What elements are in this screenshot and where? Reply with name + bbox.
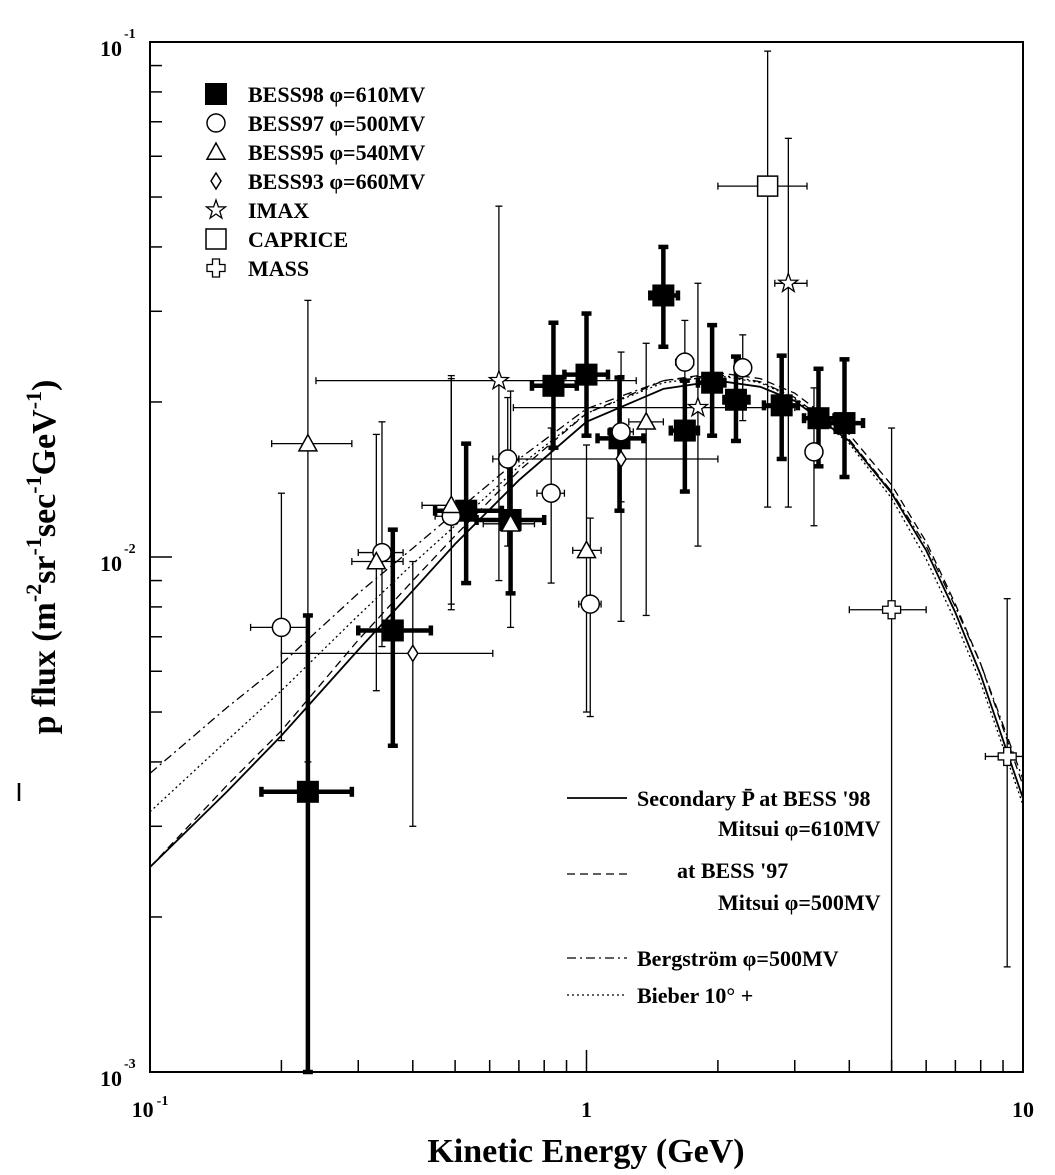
- marker-open-circle: [804, 442, 824, 462]
- x-tick-label: 1: [581, 1097, 592, 1122]
- marker-filled-square: [724, 388, 747, 411]
- marker-open-star: [204, 198, 228, 220]
- axis-ticks: [149, 41, 1024, 1073]
- marker-open-star: [776, 271, 800, 294]
- marker-filled-square: [296, 780, 319, 803]
- marker-filled-square: [807, 407, 830, 430]
- x-axis-title: Kinetic Energy (GeV): [427, 1133, 744, 1170]
- y-tick-label-exp: -3: [124, 1057, 136, 1072]
- y-tick-label-base: 10: [100, 551, 122, 576]
- y-tick-label-exp: -1: [124, 27, 136, 42]
- marker-open-triangle: [500, 513, 521, 532]
- model-curves: [149, 372, 1024, 868]
- marker-open-circle: [675, 352, 695, 372]
- y-axis-title-group: p flux (m-2sr-1sec-1GeV-1): [17, 380, 63, 801]
- marker-open-square: [205, 228, 227, 250]
- y-axis-title-part: ): [26, 380, 63, 391]
- y-axis-title-exp: -1: [21, 391, 46, 409]
- marker-open-circle: [271, 617, 292, 638]
- y-axis-title: p flux (m-2sr-1sec-1GeV-1): [21, 380, 63, 735]
- y-axis-title-part: sr: [26, 555, 63, 583]
- data-markers: [271, 175, 1017, 803]
- y-axis-title-exp: -1: [21, 475, 46, 493]
- y-axis-title-part: p flux (m: [26, 602, 63, 734]
- marker-open-star: [487, 368, 511, 391]
- model-curve-dashdot: [149, 373, 1024, 780]
- marker-filled-square: [673, 419, 696, 442]
- legend-marker-label: BESS95 φ=540MV: [248, 140, 425, 165]
- marker-open-triangle: [366, 550, 387, 570]
- legend-marker-label: BESS98 φ=610MV: [248, 82, 425, 107]
- marker-open-diamond: [615, 449, 627, 469]
- marker-open-circle: [611, 422, 631, 442]
- legend-line-label: Secondary P̄ at BESS '98: [637, 786, 870, 811]
- y-axis-title-part: GeV: [26, 409, 63, 476]
- y-axis-title-exp: -1: [21, 537, 46, 555]
- legend-marker-label: MASS: [248, 256, 309, 281]
- legend-marker-label: CAPRICE: [248, 227, 348, 252]
- marker-open-star: [686, 395, 710, 418]
- y-tick-label-base: 10: [100, 36, 122, 61]
- marker-open-triangle: [576, 539, 597, 559]
- y-tick-label-exp: -2: [124, 542, 136, 557]
- legend-line-sublabel: Mitsui φ=610MV: [718, 816, 881, 841]
- x-tick-label: 10 -1: [132, 1094, 169, 1122]
- marker-filled-square: [770, 394, 793, 417]
- marker-open-triangle: [205, 141, 227, 160]
- x-tick-label: 10: [1012, 1097, 1034, 1122]
- legend-line-label: Bergström φ=500MV: [637, 946, 839, 971]
- marker-open-triangle: [635, 411, 657, 430]
- y-axis-title-exp: -2: [21, 584, 46, 602]
- marker-open-diamond: [210, 171, 222, 191]
- model-curve-solid: [149, 379, 1024, 868]
- marker-filled-square: [205, 83, 227, 105]
- marker-filled-square: [575, 363, 598, 386]
- marker-filled-square: [542, 374, 565, 397]
- marker-open-square: [756, 175, 779, 197]
- legend-line-sublabel: Mitsui φ=500MV: [718, 890, 881, 915]
- marker-open-cross: [881, 600, 902, 620]
- legend-markers: BESS98 φ=610MV BESS97 φ=500MV BESS95 φ=540…: [204, 82, 425, 281]
- marker-open-cross: [997, 746, 1017, 767]
- legend-line-label: at BESS '97: [677, 858, 788, 883]
- legend-marker-label: IMAX: [248, 198, 309, 223]
- x-tick-label-base: 10: [132, 1097, 154, 1122]
- marker-filled-square: [381, 619, 404, 642]
- legend-marker-label: BESS97 φ=500MV: [248, 111, 425, 136]
- x-tick-label-base: 1: [581, 1097, 592, 1122]
- legend-line-label: Bieber 10° +: [637, 983, 753, 1008]
- marker-filled-square: [833, 412, 856, 435]
- marker-open-circle: [580, 594, 601, 614]
- legend-lines: Secondary P̄ at BESS '98 Mitsui φ=610MV at…: [567, 786, 881, 1008]
- marker-open-circle: [541, 483, 561, 503]
- marker-filled-square: [701, 371, 724, 394]
- marker-open-circle: [206, 113, 226, 133]
- marker-open-circle: [497, 449, 518, 469]
- marker-filled-square: [652, 284, 675, 307]
- y-axis-title-part: sec: [26, 494, 63, 537]
- legend-marker-label: BESS93 φ=660MV: [248, 169, 425, 194]
- marker-open-circle: [732, 358, 753, 378]
- model-curve-dashed: [149, 372, 1024, 868]
- marker-open-diamond: [406, 643, 419, 663]
- marker-open-triangle: [297, 433, 319, 452]
- x-tick-label-base: 10: [1012, 1097, 1034, 1122]
- marker-open-triangle: [440, 494, 462, 514]
- y-tick-label-base: 10: [100, 1066, 122, 1091]
- model-curve-dotted: [149, 374, 1024, 813]
- marker-open-cross: [206, 258, 226, 278]
- x-tick-label-exp: -1: [157, 1094, 169, 1109]
